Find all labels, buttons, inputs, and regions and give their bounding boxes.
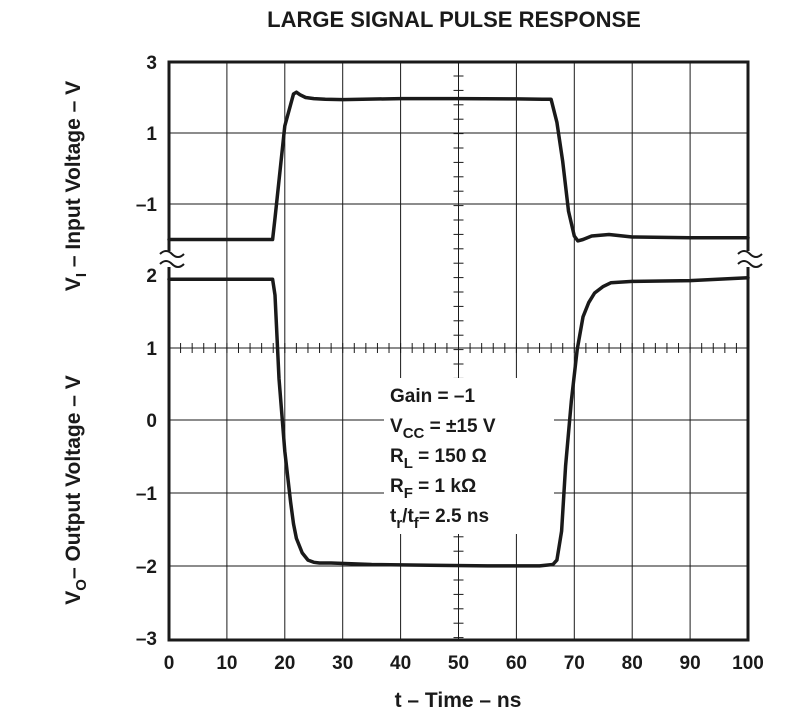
annotation-rise-fall: tr/tf= 2.5 ns — [390, 506, 489, 532]
annotation-vcc-main: V — [390, 416, 403, 437]
output-y-tick-label: 2 — [146, 266, 157, 287]
output-y-tick-label: –3 — [136, 629, 157, 650]
y-axis-title-output-main: V — [62, 591, 85, 605]
output-y-tick-label: –1 — [136, 484, 158, 505]
axis-break-right-mark-top — [737, 250, 763, 258]
x-tick-label: 50 — [448, 653, 469, 674]
axis-break-right-mark-bottom — [737, 260, 763, 268]
y-axis-title-output-rest: – Output Voltage – V — [62, 375, 85, 579]
annotation-rf-rest: = 1 kΩ — [413, 476, 476, 497]
annotation-tr-sub: r — [396, 515, 402, 532]
y-axis-title-input: VI – Input Voltage – V — [62, 81, 90, 291]
annotation-rf: RF = 1 kΩ — [390, 476, 476, 502]
annotation-rl-main: R — [390, 446, 404, 467]
annotation-vcc: VCC = ±15 V — [390, 416, 496, 442]
annotation-background — [384, 378, 554, 534]
x-axis-title: t – Time – ns — [395, 689, 522, 712]
input-y-tick-label: 1 — [146, 124, 157, 145]
annotation-rf-main: R — [390, 476, 404, 497]
annotation-tr-main: t — [390, 506, 397, 527]
x-tick-label: 90 — [680, 653, 701, 674]
annotation-rf-sub: F — [404, 485, 413, 502]
output-y-tick-label: 0 — [146, 411, 157, 432]
output-y-tick-label: 1 — [146, 339, 157, 360]
y-axis-title-output-sub: O — [73, 579, 90, 591]
x-tick-label: 100 — [732, 653, 764, 674]
traces — [167, 90, 750, 568]
output-voltage-trace — [167, 275, 750, 568]
x-tick-label: 40 — [390, 653, 411, 674]
axis-break-left-mark-bottom — [159, 260, 185, 268]
annotation-rl-sub: L — [404, 455, 413, 472]
chart-title: LARGE SIGNAL PULSE RESPONSE — [267, 7, 641, 32]
annotation-gain: Gain = –1 — [390, 386, 475, 407]
x-tick-label: 70 — [564, 653, 585, 674]
x-tick-label: 60 — [506, 653, 527, 674]
x-tick-label: 30 — [332, 653, 353, 674]
annotation-tr-tf-rest: = 2.5 ns — [419, 506, 489, 527]
y-axis-title-input-main: V — [62, 277, 85, 291]
annotation-rl: RL = 150 Ω — [390, 446, 487, 472]
x-tick-label: 80 — [622, 653, 643, 674]
annotation-block: Gain = –1 VCC = ±15 V RL = 150 Ω RF = 1 … — [384, 378, 554, 534]
annotation-vcc-sub: CC — [403, 425, 425, 442]
x-tick-label: 20 — [274, 653, 295, 674]
annotation-tf-sub: f — [414, 515, 420, 532]
y-axis-title-output: VO– Output Voltage – V — [62, 375, 90, 604]
plot-frame — [167, 60, 750, 642]
axis-break-right — [737, 250, 763, 268]
y-tick-labels: 3 1 –1 2 1 0 –1 –2 –3 — [136, 53, 158, 650]
annotation-gain-text: Gain = –1 — [390, 386, 475, 407]
input-y-tick-label: –1 — [136, 195, 158, 216]
input-y-tick-label: 3 — [146, 53, 157, 74]
input-voltage-trace — [167, 90, 750, 243]
y-axis-title-input-rest: – Input Voltage – V — [62, 81, 85, 273]
axis-break-left-mark-top — [159, 250, 185, 258]
x-tick-label: 10 — [216, 653, 237, 674]
y-axis-title-input-sub: I — [73, 273, 90, 277]
annotation-vcc-rest: = ±15 V — [424, 416, 495, 437]
axis-break-left — [159, 250, 185, 268]
annotation-tf-main: /t — [402, 506, 414, 527]
x-tick-labels: 0 10 20 30 40 50 60 70 80 90 100 — [164, 653, 764, 674]
annotation-rl-rest: = 150 Ω — [413, 446, 487, 467]
output-y-tick-label: –2 — [136, 557, 157, 578]
x-tick-label: 0 — [164, 653, 175, 674]
